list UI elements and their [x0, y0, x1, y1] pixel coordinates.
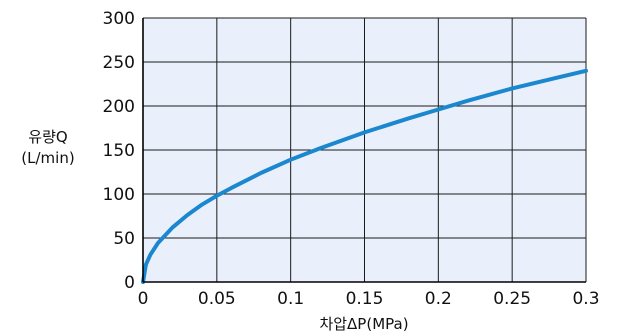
y-tick-labels: 0 50 100 150 200 250 300: [103, 9, 135, 293]
x-tick-label: 0.25: [493, 289, 531, 309]
x-axis-label: 차압ΔP(MPa): [319, 315, 408, 333]
y-axis-label-line2: (L/min): [21, 149, 74, 167]
x-tick-label: 0.3: [572, 289, 599, 309]
series-line-0: [141, 68, 588, 284]
x-tick-label: 0: [138, 289, 149, 309]
x-tick-label: 0.1: [277, 289, 304, 309]
y-tick-label: 150: [103, 141, 135, 161]
x-tick-label: 0.15: [346, 289, 384, 309]
y-tick-label: 300: [103, 9, 135, 29]
axis-lines: [142, 18, 586, 283]
y-tick-label: 50: [113, 229, 135, 249]
y-axis-label-line1: 유량Q: [28, 128, 67, 146]
y-tick-label: 200: [103, 97, 135, 117]
y-tick-label: 100: [103, 185, 135, 205]
x-tick-labels: 0 0.05 0.1 0.15 0.2 0.25 0.3: [138, 289, 600, 309]
x-tick-label: 0.2: [425, 289, 452, 309]
x-tick-label: 0.05: [198, 289, 236, 309]
y-tick-label: 250: [103, 53, 135, 73]
y-tick-label: 0: [124, 273, 135, 293]
series-layer: [141, 68, 588, 284]
